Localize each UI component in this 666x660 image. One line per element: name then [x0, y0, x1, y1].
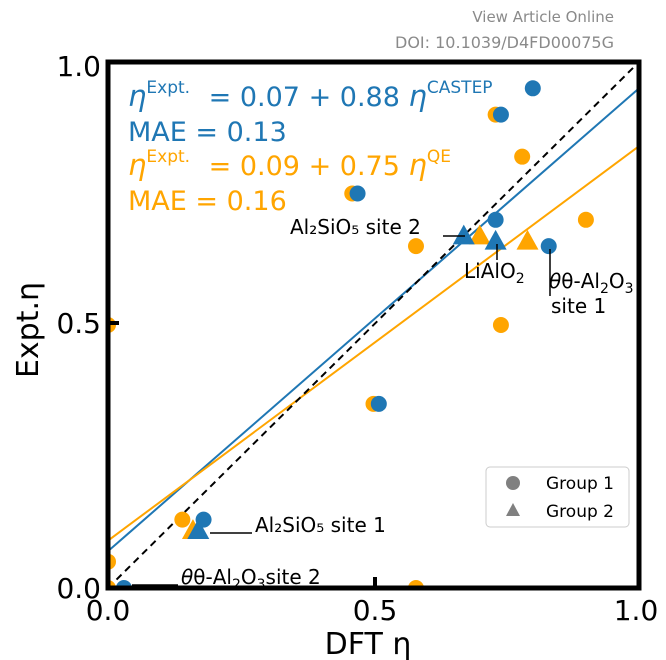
point-castep-triangle-0	[187, 519, 210, 539]
y-axis-title: Expt.η	[11, 282, 46, 378]
annotation-al2sio5-site-2: Al₂SiO₅ site 2	[290, 215, 421, 239]
point-qe-circle-3	[174, 511, 191, 528]
point-castep-circle-5	[487, 211, 504, 228]
annotation-theta-al2o3-site-1-tail: site 1	[551, 294, 606, 318]
equation-qe: ηExpt. = 0.09 + 0.75 ηQE MAE = 0.16	[128, 147, 451, 217]
legend-marker-triangle	[506, 503, 520, 516]
x-tick-label-2: 1.0	[614, 594, 659, 627]
legend: Group 1 Group 2	[485, 466, 630, 528]
doi-text: DOI: 10.1039/D4FD00075G	[395, 33, 614, 52]
y-tick-label-2: 1.0	[56, 50, 101, 83]
legend-box	[485, 466, 630, 528]
y-tick-label-1: 0.5	[56, 307, 101, 340]
x-tick-label-1: 0.5	[353, 594, 398, 627]
point-castep-triangle-2	[484, 229, 507, 250]
annotation-theta-al2o3-site-1: θθ-Al2O3	[549, 269, 634, 297]
equation-castep: ηExpt. = 0.07 + 0.88 ηCASTEP MAE = 0.13	[128, 78, 493, 148]
legend-label-group-1: Group 1	[546, 474, 614, 494]
point-qe-circle-10	[514, 148, 531, 165]
point-qe-triangle-2	[516, 229, 539, 250]
annotation-theta-al2o3-site-2: θθ-Al2O3site 2	[181, 565, 321, 593]
annotation-al2sio5-site-1: Al₂SiO₅ site 1	[255, 513, 386, 537]
x-tick-label-0: 0.0	[86, 594, 131, 627]
point-castep-circle-3	[370, 395, 387, 412]
point-qe-circle-11	[577, 211, 594, 228]
point-castep-circle-4	[492, 106, 509, 123]
point-qe-circle-7	[407, 238, 424, 255]
legend-marker-circle	[506, 476, 520, 490]
point-castep-triangle-1	[452, 224, 475, 245]
svg-text:MAE = 0.13: MAE = 0.13	[128, 117, 287, 148]
point-qe-triangle-1	[468, 224, 491, 245]
fit-line-qe	[108, 145, 639, 542]
point-qe-circle-9	[492, 317, 509, 333]
point-castep-circle-6	[524, 80, 541, 97]
view-article-online-link[interactable]: View Article Online	[472, 8, 614, 26]
x-axis-title: DFT η	[325, 627, 412, 660]
y-tick-label-0: 0.0	[56, 572, 101, 605]
legend-label-group-2: Group 2	[546, 502, 614, 522]
svg-text:ηExpt. = 0.09 + 0.75 ηQE: ηExpt. = 0.09 + 0.75 ηQE	[128, 147, 451, 182]
data-markers	[108, 80, 594, 588]
annotation-lialo2: LiAlO2	[464, 259, 525, 287]
point-castep-circle-7	[540, 238, 557, 255]
point-castep-circle-2	[349, 185, 366, 202]
parity-line	[108, 62, 639, 588]
svg-text:MAE = 0.16: MAE = 0.16	[128, 186, 287, 217]
svg-text:ηExpt. = 0.07 + 0.88 ηCASTEP: ηExpt. = 0.07 + 0.88 ηCASTEP	[128, 78, 493, 113]
